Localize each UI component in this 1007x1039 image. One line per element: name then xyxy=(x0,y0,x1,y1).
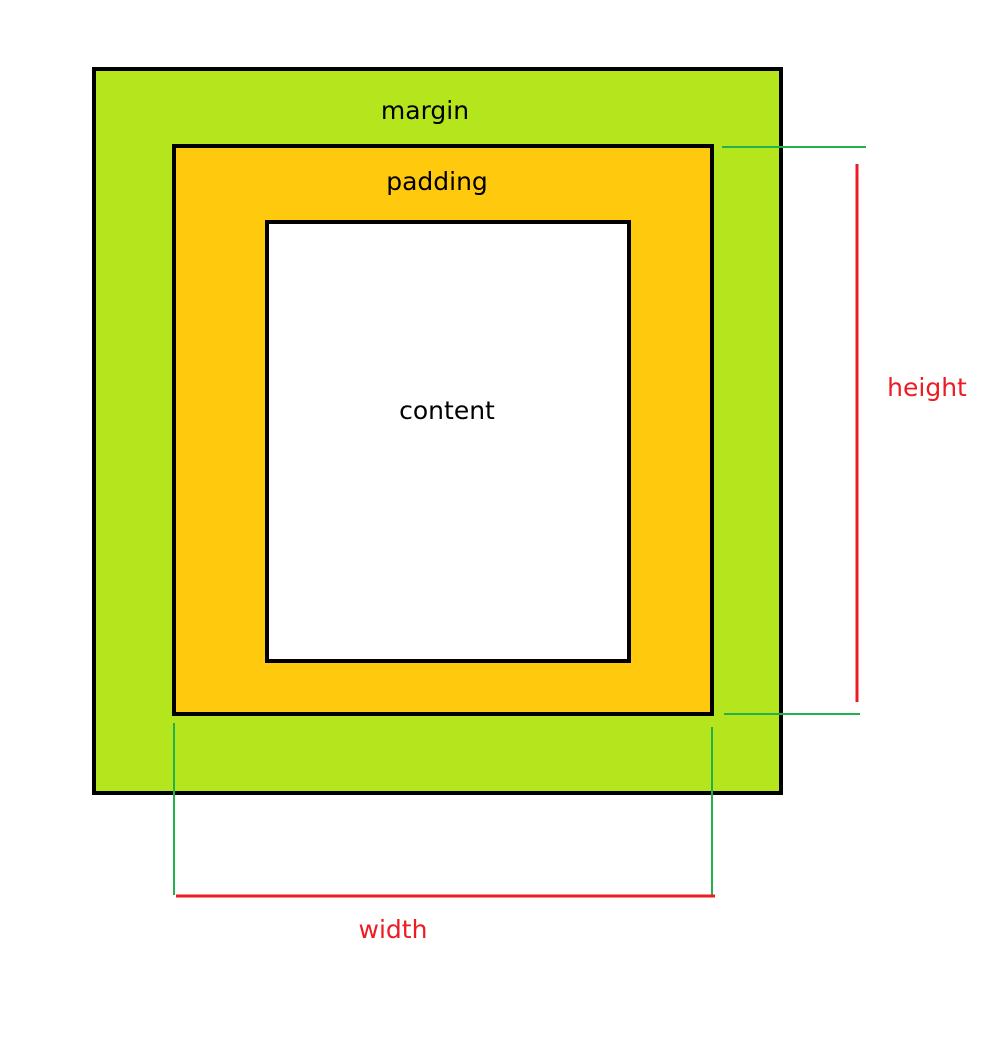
width-label: width xyxy=(358,915,428,944)
content-box xyxy=(265,220,631,663)
margin-label: margin xyxy=(380,96,470,125)
height-label: height xyxy=(887,373,967,402)
padding-label: padding xyxy=(386,167,488,196)
content-label: content xyxy=(399,396,495,425)
